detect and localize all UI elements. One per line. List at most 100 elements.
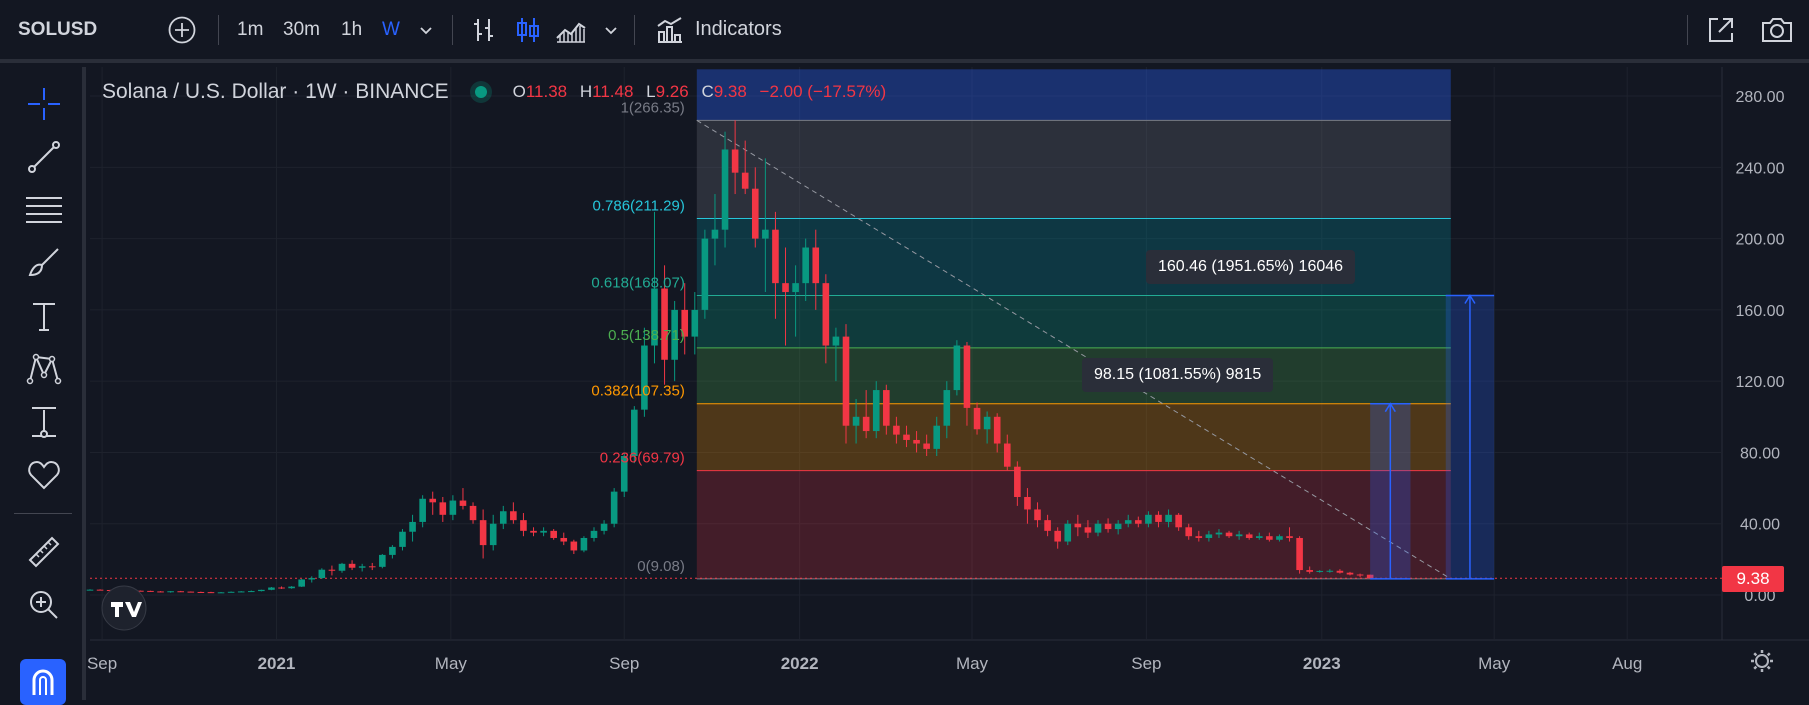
magnet-tool[interactable] [20, 659, 66, 705]
candle-body [681, 309, 689, 337]
price-range-measures[interactable] [1370, 294, 1495, 580]
timeframe-1h[interactable]: 1h [341, 18, 363, 40]
trend-line-tool[interactable] [21, 134, 67, 180]
candle-body [278, 587, 285, 589]
fib-level-label: 0.382(107.35) [591, 383, 684, 400]
candle [379, 554, 386, 569]
candle-body [227, 591, 235, 593]
candle-body [893, 425, 900, 435]
candle-body [1366, 574, 1374, 579]
candle [973, 402, 981, 435]
candle-body [691, 309, 699, 337]
candle [933, 416, 941, 457]
crosshair-tool[interactable] [21, 81, 67, 127]
candle [1296, 536, 1303, 574]
snapshot-button[interactable] [1760, 0, 1794, 59]
candlestick-series [86, 120, 1374, 594]
time-tick-label: May [1478, 654, 1511, 673]
candle-body [1034, 509, 1041, 521]
price-axis[interactable]: 0.00 40.00 80.00 120.00 160.00 200.00 240.00 28… [1736, 89, 1785, 605]
candle-body [1205, 534, 1213, 538]
top-toolbar: SOLUSD 1m 30m 1h W [0, 0, 1809, 63]
candle [983, 411, 991, 444]
plus-circle-icon [168, 16, 196, 43]
candle [197, 591, 205, 593]
candle-body [308, 578, 316, 580]
candle-body [510, 511, 517, 521]
candle [419, 495, 426, 528]
candle-body [852, 416, 860, 426]
timeframe-w[interactable]: W [382, 18, 400, 40]
candle-body [1266, 536, 1273, 540]
candle-body [1024, 496, 1031, 510]
candles-style-button[interactable] [514, 0, 542, 59]
gear-tooth [1766, 665, 1771, 670]
fib-tool[interactable] [21, 187, 67, 233]
candle [651, 211, 658, 364]
candle [1034, 502, 1041, 528]
candle-body [419, 498, 426, 522]
candle-body [1276, 536, 1283, 540]
candle [691, 292, 699, 355]
pattern-tool[interactable] [21, 346, 67, 392]
candle-body [993, 416, 1001, 444]
candle [1316, 570, 1324, 573]
candle [147, 590, 154, 592]
time-axis[interactable]: Sep2021MaySep2022MaySep2023MayAug2024 [87, 585, 1809, 673]
candle-body [671, 309, 678, 360]
timeframe-30m[interactable]: 30m [283, 18, 320, 40]
indicators-button[interactable]: Indicators [655, 0, 782, 59]
candle-body [731, 149, 739, 173]
candle-body [217, 592, 225, 594]
candle-body [842, 336, 850, 426]
gear-ring [1755, 654, 1769, 668]
candle-body [1155, 514, 1162, 522]
indicators-label: Indicators [695, 18, 782, 40]
market-status-dot[interactable] [474, 86, 487, 98]
candle [187, 591, 195, 593]
candle-body [1326, 570, 1334, 572]
measure-tooltip-lower: 98.15 (1081.55%) 9815 [1082, 358, 1274, 392]
candle [1003, 434, 1011, 471]
settings-gear-icon[interactable] [1751, 650, 1773, 672]
zoom-in-tool[interactable] [21, 582, 67, 628]
candle [137, 590, 144, 592]
measure-tool[interactable] [21, 399, 67, 445]
symbol-search[interactable]: SOLUSD [18, 18, 98, 40]
candle-body [86, 589, 94, 591]
candle [1225, 530, 1233, 538]
candle-body [1286, 536, 1293, 538]
area-chart-icon [556, 22, 586, 43]
candle [1205, 530, 1213, 542]
fullscreen-button[interactable] [1706, 0, 1736, 59]
candle [389, 545, 396, 559]
candle [963, 341, 971, 426]
chevron-down-icon [605, 26, 617, 34]
chart-type-dropdown[interactable] [603, 0, 619, 59]
ruler-tool[interactable] [21, 529, 67, 575]
candle [1074, 514, 1082, 537]
candle-body [600, 523, 608, 531]
candle [1356, 573, 1364, 578]
bar-style-button[interactable] [470, 0, 498, 59]
brush-tool[interactable] [21, 240, 67, 286]
text-tool[interactable] [21, 293, 67, 339]
favorites-tool[interactable] [21, 452, 67, 498]
fib-trend-line [696, 119, 1452, 580]
candle [792, 265, 799, 337]
timeframe-1m[interactable]: 1m [237, 18, 264, 40]
compare-button[interactable] [167, 0, 197, 59]
timeframe-dropdown[interactable] [418, 0, 434, 59]
candle-body [207, 592, 215, 594]
candle-body [540, 530, 547, 533]
time-tick-label: Sep [1131, 654, 1161, 673]
candle-body [479, 520, 487, 546]
candle-body [1014, 466, 1021, 497]
area-style-button[interactable] [555, 0, 587, 59]
candle-body [147, 590, 154, 592]
price-range-measure [1370, 402, 1411, 580]
candle-body [651, 288, 658, 346]
candle-body [197, 591, 205, 593]
price-range-icon [32, 407, 56, 438]
